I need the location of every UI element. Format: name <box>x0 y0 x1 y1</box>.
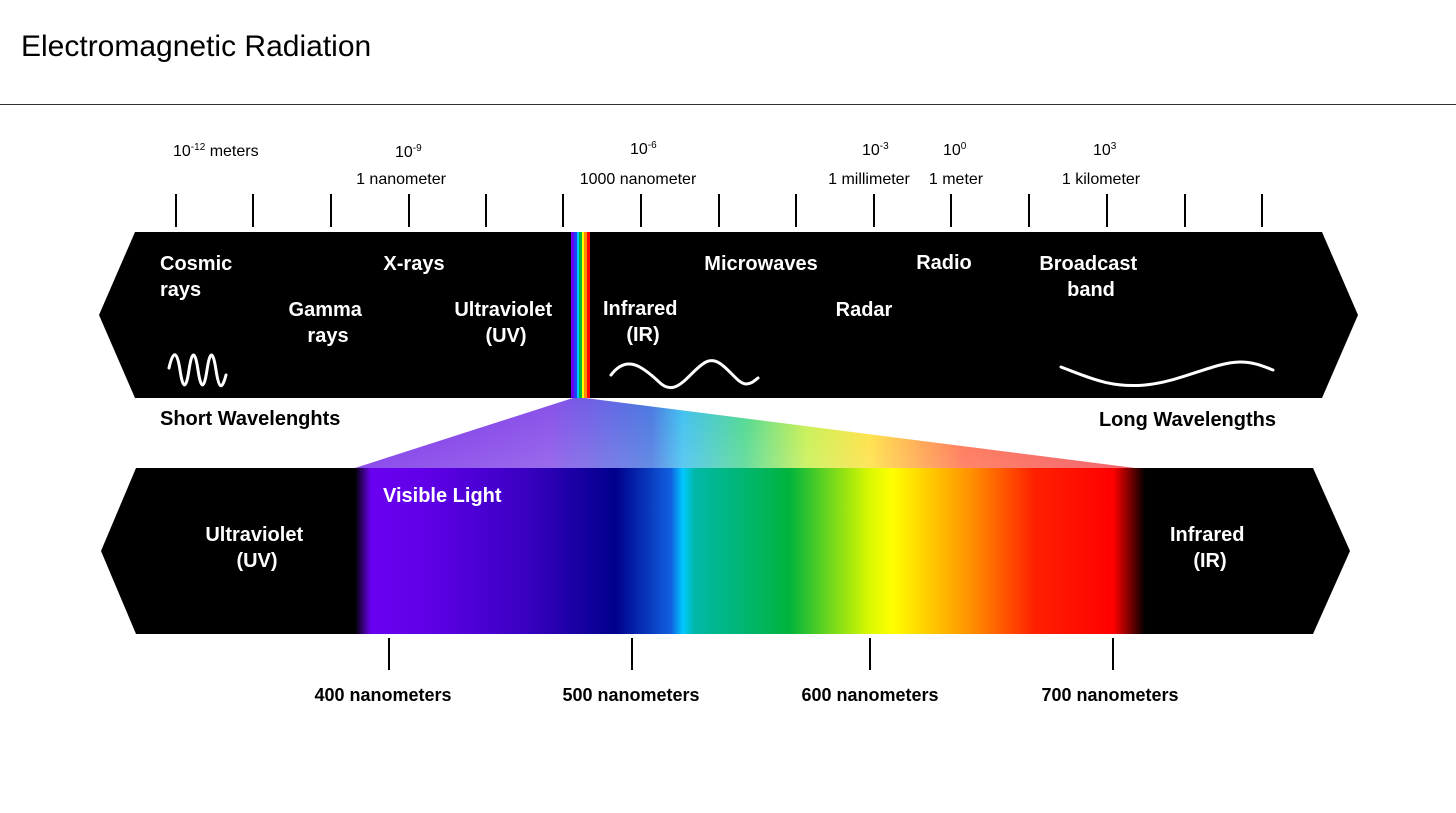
band-label-radar: Radar <box>836 299 893 321</box>
band-label-broadcast-band: Broadcast band <box>1039 253 1142 301</box>
nanometer-label: 600 nanometers <box>801 685 938 705</box>
medium-wave-icon <box>609 359 760 390</box>
nanometer-labels: 400 nanometers 500 nanometers 600 nanome… <box>314 685 1178 705</box>
visible-light-gradient <box>345 468 1155 634</box>
band-label-x-rays: X-rays <box>383 253 444 275</box>
band-label-microwaves: Microwaves <box>704 253 817 275</box>
band-labels: Cosmic rays Gamma rays X-rays Ultraviole… <box>160 252 1142 347</box>
scale-unit-label: 1 kilometer <box>1062 171 1141 188</box>
nanometer-label: 500 nanometers <box>562 685 699 705</box>
scale-power-label: 10-3 <box>862 141 889 159</box>
spectrum-band <box>99 232 1358 398</box>
scale-power-label: 10-12 meters <box>173 142 259 160</box>
nanometer-label: 400 nanometers <box>314 685 451 705</box>
scale-power-label: 10-9 <box>395 143 422 161</box>
short-wave-icon <box>167 353 228 388</box>
nanometer-label: 700 nanometers <box>1041 685 1178 705</box>
nanometer-ticks <box>388 638 1114 670</box>
scale-unit-label: 1 millimeter <box>828 171 910 188</box>
scale-power-labels: 10-12 meters 10-9 10-6 10-3 100 103 <box>173 140 1117 161</box>
scale-unit-label: 1000 nanometer <box>580 171 697 188</box>
scale-power-label: 103 <box>1093 141 1117 159</box>
visible-stripe <box>571 232 590 398</box>
scale-unit-label: 1 nanometer <box>356 171 447 188</box>
scale-unit-label: 1 meter <box>929 171 984 188</box>
scale-power-label: 100 <box>943 141 967 159</box>
band-label-radio: Radio <box>916 252 972 274</box>
title-divider <box>0 104 1456 105</box>
band-label-gamma-rays: Gamma rays <box>289 299 368 347</box>
short-wavelengths-label: Short Wavelenghts <box>160 408 340 430</box>
visible-ir-label: Infrared (IR) <box>1170 524 1250 572</box>
long-wave-icon <box>1059 360 1275 388</box>
band-label-cosmic-rays: Cosmic rays <box>160 253 238 301</box>
long-wavelengths-label: Long Wavelengths <box>1099 409 1276 431</box>
scale-power-label: 10-6 <box>630 140 657 158</box>
page-title: Electromagnetic Radiation <box>21 30 372 63</box>
band-label-infrared: Infrared (IR) <box>603 298 683 346</box>
visible-uv-label: Ultraviolet (UV) <box>205 524 308 572</box>
band-label-ultraviolet: Ultraviolet (UV) <box>454 299 557 347</box>
scale-ticks <box>175 194 1263 227</box>
scale-unit-labels: 1 nanometer 1000 nanometer 1 millimeter … <box>356 171 1141 188</box>
visible-light-title: Visible Light <box>383 485 502 507</box>
visible-band-labels: Visible Light Ultraviolet (UV) Infrared … <box>205 485 1250 572</box>
